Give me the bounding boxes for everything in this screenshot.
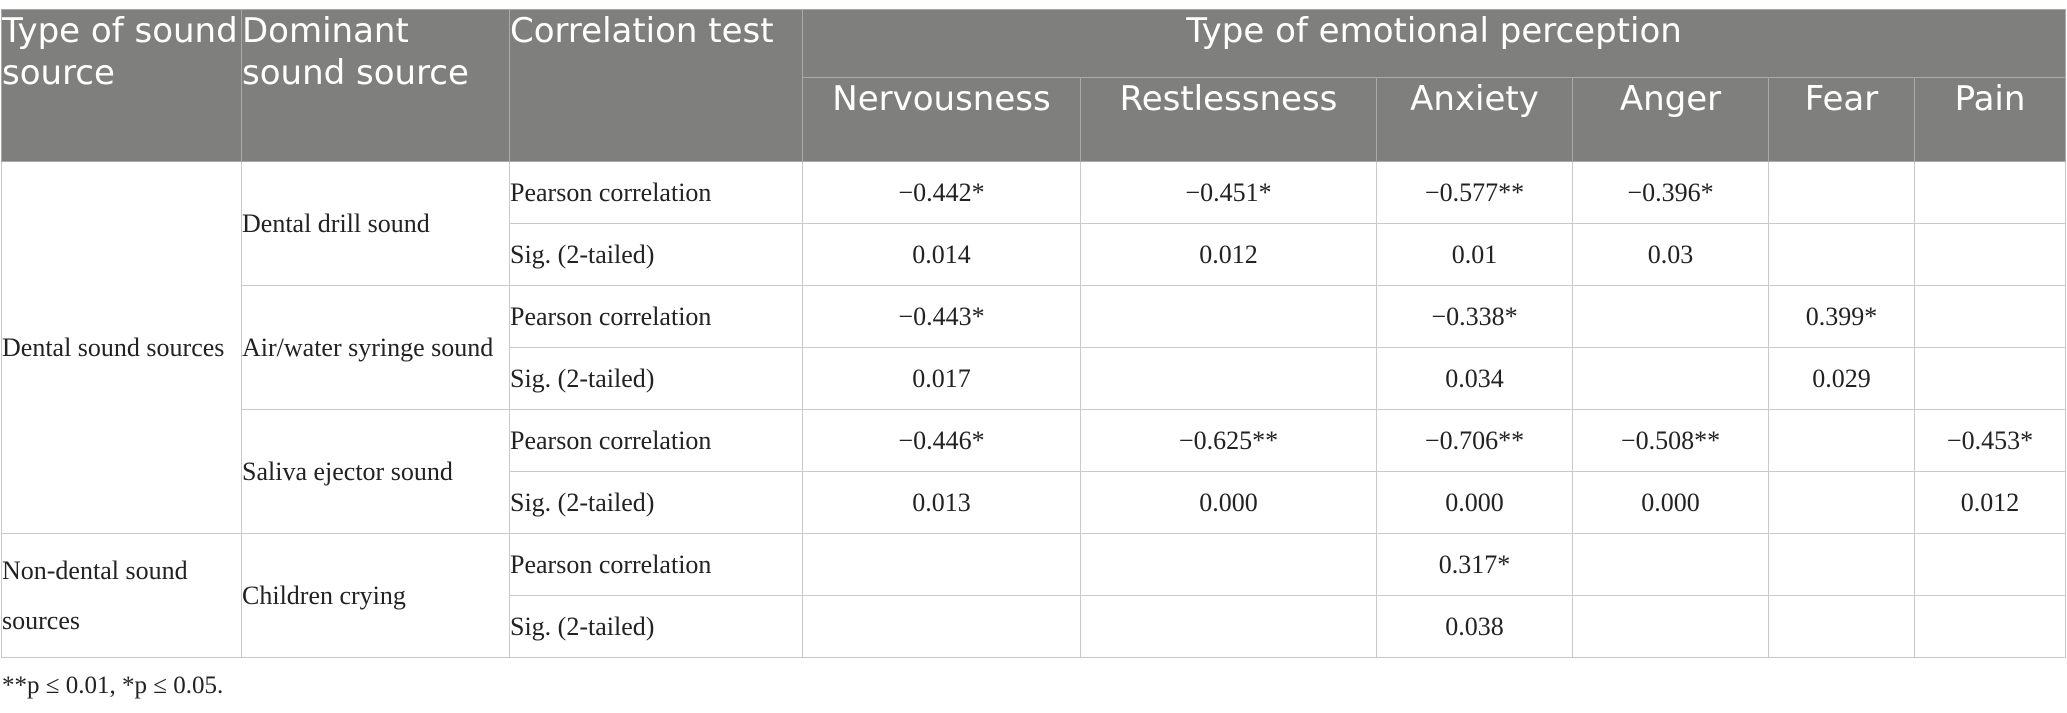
source-dental-drill: Dental drill sound bbox=[241, 161, 510, 286]
table-cell bbox=[1572, 285, 1769, 348]
test-label: Sig. (2-tailed) bbox=[509, 347, 803, 410]
table-cell: 0.000 bbox=[1376, 471, 1573, 534]
table-cell bbox=[802, 533, 1081, 596]
test-label: Sig. (2-tailed) bbox=[509, 471, 803, 534]
table-row: Sig. (2-tailed) 0.017 0.034 0.029 bbox=[2, 347, 2066, 410]
table-cell bbox=[802, 595, 1081, 658]
table-cell: 0.029 bbox=[1768, 347, 1915, 410]
header-dominant-sound-source: Dominant sound source bbox=[241, 9, 510, 162]
test-label: Sig. (2-tailed) bbox=[509, 595, 803, 658]
table-cell: 0.399* bbox=[1768, 285, 1915, 348]
table-cell bbox=[1914, 161, 2066, 224]
table-cell: 0.034 bbox=[1376, 347, 1573, 410]
test-label: Sig. (2-tailed) bbox=[509, 223, 803, 286]
table-footnote: **p ≤ 0.01, *p ≤ 0.05. bbox=[2, 672, 224, 699]
table-cell: −0.338* bbox=[1376, 285, 1573, 348]
test-label: Pearson correlation bbox=[509, 409, 803, 472]
table-cell: 0.038 bbox=[1376, 595, 1573, 658]
table-row: Sig. (2-tailed) 0.038 bbox=[2, 595, 2066, 658]
table-row: Non-dental sound sources Children crying… bbox=[1, 533, 2066, 658]
header-pain: Pain bbox=[1914, 77, 2066, 162]
table-cell bbox=[1080, 595, 1377, 658]
header-type-of-sound-source: Type of sound source bbox=[1, 9, 242, 162]
table-row: Air/water syringe sound Pearson correlat… bbox=[2, 285, 2066, 410]
table-cell bbox=[1914, 223, 2066, 286]
table-cell: 0.017 bbox=[802, 347, 1081, 410]
table-cell: −0.442* bbox=[802, 161, 1081, 224]
table-cell bbox=[1572, 347, 1769, 410]
table-cell: −0.443* bbox=[802, 285, 1081, 348]
category-dental: Dental sound sources bbox=[1, 161, 242, 534]
table-cell: 0.000 bbox=[1080, 471, 1377, 534]
table-cell: −0.453* bbox=[1914, 409, 2066, 472]
table-cell: −0.446* bbox=[802, 409, 1081, 472]
header-fear: Fear bbox=[1768, 77, 1915, 162]
header-correlation-test: Correlation test bbox=[509, 9, 803, 162]
table-cell: 0.03 bbox=[1572, 223, 1769, 286]
table-cell: 0.317* bbox=[1376, 533, 1573, 596]
test-label: Pearson correlation bbox=[509, 533, 803, 596]
table-cell: −0.577** bbox=[1376, 161, 1573, 224]
table-cell bbox=[1914, 595, 2066, 658]
header-nervousness: Nervousness bbox=[802, 77, 1081, 162]
table-cell: 0.000 bbox=[1572, 471, 1769, 534]
table-cell: −0.625** bbox=[1080, 409, 1377, 472]
table-cell bbox=[1914, 347, 2066, 410]
table-cell: −0.706** bbox=[1376, 409, 1573, 472]
table-row: Dental sound sources Dental drill sound … bbox=[1, 161, 2066, 534]
table-cell: −0.396* bbox=[1572, 161, 1769, 224]
table-cell bbox=[1768, 161, 1915, 224]
table-cell bbox=[1080, 285, 1377, 348]
table-cell bbox=[1768, 223, 1915, 286]
table-cell: 0.012 bbox=[1080, 223, 1377, 286]
table-cell bbox=[1572, 595, 1769, 658]
table-cell: 0.014 bbox=[802, 223, 1081, 286]
table-cell bbox=[1768, 471, 1915, 534]
table-cell bbox=[1768, 595, 1915, 658]
table-cell: −0.451* bbox=[1080, 161, 1377, 224]
table-cell bbox=[1572, 533, 1769, 596]
table-cell: 0.013 bbox=[802, 471, 1081, 534]
table-cell: 0.012 bbox=[1914, 471, 2066, 534]
table-cell bbox=[1914, 285, 2066, 348]
header-anger: Anger bbox=[1572, 77, 1769, 162]
table-row: Saliva ejector sound Pearson correlation… bbox=[2, 409, 2066, 534]
header-restlessness: Restlessness bbox=[1080, 77, 1377, 162]
table-cell: −0.508** bbox=[1572, 409, 1769, 472]
correlation-table: Type of sound source Dominant sound sour… bbox=[1, 9, 2066, 658]
table-cell bbox=[1768, 533, 1915, 596]
source-children-crying: Children crying bbox=[241, 533, 510, 658]
test-label: Pearson correlation bbox=[509, 161, 803, 224]
test-label: Pearson correlation bbox=[509, 285, 803, 348]
table-cell bbox=[1080, 347, 1377, 410]
source-air-water-syringe: Air/water syringe sound bbox=[241, 285, 510, 410]
table-cell bbox=[1080, 533, 1377, 596]
header-emotional-perception-group: Type of emotional perception bbox=[802, 9, 2066, 78]
category-non-dental: Non-dental sound sources bbox=[1, 533, 242, 658]
header-anxiety: Anxiety bbox=[1376, 77, 1573, 162]
table-cell bbox=[1768, 409, 1915, 472]
table-cell: 0.01 bbox=[1376, 223, 1573, 286]
table-cell bbox=[1914, 533, 2066, 596]
source-saliva-ejector: Saliva ejector sound bbox=[241, 409, 510, 534]
